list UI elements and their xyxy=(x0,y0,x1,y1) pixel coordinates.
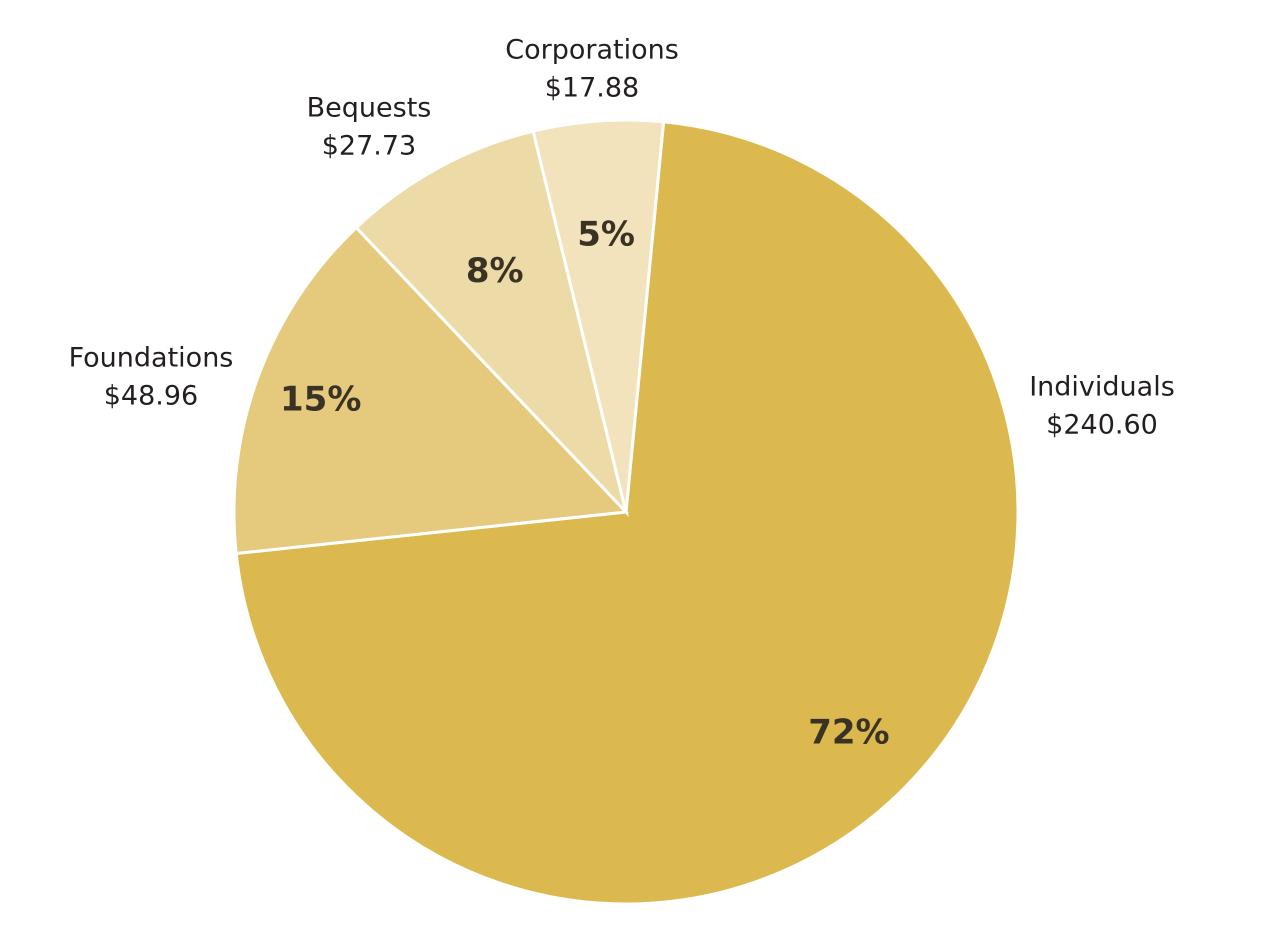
category-label-corporations: Corporations xyxy=(505,35,679,66)
percent-label-bequests: 8% xyxy=(466,251,524,291)
percent-label-corporations: 5% xyxy=(577,214,635,254)
value-label-foundations: $48.96 xyxy=(104,381,198,412)
category-label-foundations: Foundations xyxy=(69,343,234,374)
percent-label-foundations: 15% xyxy=(280,380,361,420)
slices-layer xyxy=(232,118,1020,906)
value-label-individuals: $240.60 xyxy=(1046,410,1158,441)
labels-layer: 72% Individuals $240.60 15% Foundations $48.9… xyxy=(69,35,1175,753)
pie-slice-foundations xyxy=(232,225,630,556)
category-label-individuals: Individuals xyxy=(1029,372,1175,403)
percent-label-individuals: 72% xyxy=(808,713,889,753)
value-label-bequests: $27.73 xyxy=(322,131,416,162)
pie-slice-bequests xyxy=(354,129,629,518)
value-label-corporations: $17.88 xyxy=(545,73,639,104)
category-label-bequests: Bequests xyxy=(307,93,432,124)
pie-slice-corporations xyxy=(531,118,666,513)
